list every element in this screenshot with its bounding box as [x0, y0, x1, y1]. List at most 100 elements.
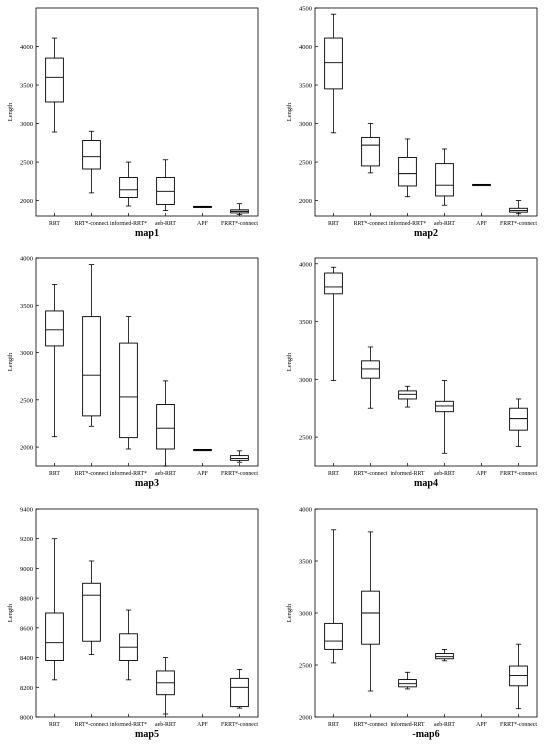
box-rect — [230, 455, 249, 461]
box-rect — [82, 316, 101, 417]
box-rrt-connect — [361, 531, 380, 692]
y-tick-label: 3500 — [299, 319, 312, 326]
box-rect — [324, 272, 343, 295]
map-title: map1 — [135, 228, 159, 239]
x-tick-label: APF — [197, 722, 208, 728]
box-apf — [472, 183, 491, 187]
y-tick-label: 3000 — [299, 121, 312, 128]
x-tick-label: FRRT*-connect — [500, 722, 537, 728]
box-aeb-rrt — [435, 648, 454, 662]
box-informed-rrt — [398, 385, 417, 408]
y-axis-label: Length — [286, 352, 293, 371]
box-rrt — [324, 13, 343, 134]
y-tick-label: 3500 — [299, 559, 312, 566]
box-frrt-connect — [509, 643, 528, 710]
x-tick-label: RRT — [49, 722, 60, 728]
box-rect — [82, 582, 101, 642]
box-rect — [361, 590, 380, 645]
y-axis-label: Length — [7, 603, 14, 622]
x-tick-label: RRT*-connect — [354, 221, 388, 227]
box-rrt — [45, 37, 64, 133]
box-rect — [230, 677, 249, 708]
y-tick-label: 4000 — [20, 256, 33, 263]
box-rect — [119, 342, 138, 439]
y-tick-label: 2500 — [299, 435, 312, 442]
y-axis-label: Length — [7, 352, 14, 371]
plot-frame — [35, 257, 259, 467]
y-tick-label: 4000 — [299, 44, 312, 51]
y-tick-label: 2500 — [299, 663, 312, 670]
y-tick-label: 2000 — [299, 198, 312, 205]
plot-frame — [314, 257, 538, 467]
x-tick-label: RRT — [49, 471, 60, 477]
box-rrt-connect — [361, 346, 380, 409]
x-tick-label: APF — [197, 221, 208, 227]
box-rect — [324, 37, 343, 90]
map-title: map4 — [414, 478, 438, 489]
y-tick-label: 4500 — [299, 6, 312, 13]
y-axis-label: Length — [286, 102, 293, 121]
x-tick-label: RRT — [328, 471, 339, 477]
box-rect — [435, 163, 454, 197]
y-tick-label: 9200 — [20, 536, 33, 543]
box-rect — [435, 653, 454, 660]
box-informed-rrt- — [398, 138, 417, 198]
plot-frame — [35, 508, 259, 718]
x-tick-label: APF — [476, 722, 487, 728]
x-tick-label: aeb-RRT — [434, 221, 455, 227]
y-tick-label: 8000 — [20, 715, 33, 722]
y-tick-label: 9000 — [20, 566, 33, 573]
y-tick-label: 3000 — [299, 377, 312, 384]
x-tick-label: APF — [476, 221, 487, 227]
box-informed-rrt- — [119, 316, 138, 450]
x-tick-label: FRRT*-connect — [221, 471, 258, 477]
box-aeb-rrt — [156, 159, 175, 212]
box-frrt-connect — [509, 200, 528, 215]
box-rect — [361, 360, 380, 379]
y-tick-label: 3500 — [20, 83, 33, 90]
x-tick-label: RRT*-connect — [75, 471, 109, 477]
y-tick-label: 3500 — [299, 83, 312, 90]
box-rect — [45, 612, 64, 661]
y-tick-label: 3000 — [20, 121, 33, 128]
y-tick-label: 8800 — [20, 596, 33, 603]
x-tick-label: informed-RRT* — [110, 721, 147, 728]
x-tick-label: FRRT*-connect — [221, 722, 258, 728]
box-aeb-rrt — [435, 148, 454, 206]
box-rrt-connect — [82, 264, 101, 427]
box-apf — [193, 205, 212, 209]
box-rect — [361, 136, 380, 167]
x-tick-label: RRT*-connect — [75, 221, 109, 227]
y-tick-label: 3000 — [20, 350, 33, 357]
map-title: map5 — [135, 729, 159, 740]
box-apf — [193, 449, 212, 452]
box-rect — [324, 622, 343, 650]
map-title: map3 — [135, 478, 159, 489]
x-tick-label: APF — [197, 471, 208, 477]
box-aeb-rrt — [435, 380, 454, 454]
x-tick-label: aeb-RRT — [434, 471, 455, 477]
x-tick-label: informed-RRT — [390, 721, 425, 728]
y-tick-label: 4000 — [299, 507, 312, 514]
box-rect — [509, 665, 528, 687]
y-tick-label: 8400 — [20, 655, 33, 662]
box-rrt — [324, 266, 343, 381]
plot-frame — [314, 7, 538, 217]
x-tick-label: RRT*-connect — [354, 471, 388, 477]
map-title: map2 — [414, 228, 438, 239]
x-tick-label: RRT — [328, 221, 339, 227]
y-axis-label: Length — [286, 603, 293, 622]
box-rrt — [45, 284, 64, 438]
x-tick-label: informed-RRT — [390, 470, 425, 477]
chart-panel-1: 2000 2500 3000 3500 4000 Length RRT RRT*-connec… — [7, 7, 259, 227]
box-frrt-connect — [230, 450, 249, 463]
x-tick-label: aeb-RRT — [155, 471, 176, 477]
x-tick-label: RRT — [49, 221, 60, 227]
box-rect — [398, 390, 417, 400]
box-informed-rrt — [398, 671, 417, 690]
box-rect — [509, 407, 528, 431]
x-tick-label: aeb-RRT — [155, 722, 176, 728]
box-rect — [398, 157, 417, 187]
y-tick-label: 4000 — [20, 44, 33, 51]
